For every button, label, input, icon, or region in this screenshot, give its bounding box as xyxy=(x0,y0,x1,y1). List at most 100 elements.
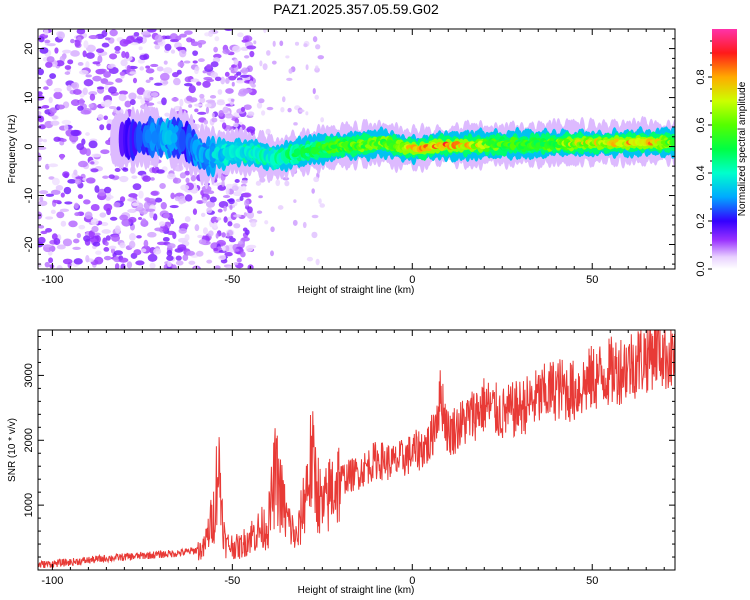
noise-speckle xyxy=(38,36,45,43)
noise-speckle xyxy=(119,196,126,203)
noise-speckle xyxy=(51,177,60,186)
noise-speckle xyxy=(133,249,142,256)
noise-speckle xyxy=(199,97,206,104)
noise-speckle xyxy=(74,212,81,217)
noise-speckle xyxy=(59,153,65,160)
noise-speckle xyxy=(113,250,123,256)
noise-speckle xyxy=(240,106,246,112)
noise-speckle xyxy=(82,50,87,58)
noise-speckle xyxy=(205,200,216,208)
noise-speckle xyxy=(237,32,244,38)
noise-speckle xyxy=(104,84,109,91)
noise-speckle xyxy=(221,255,227,260)
ridge-segment xyxy=(313,147,321,153)
noise-speckle xyxy=(70,129,81,137)
noise-speckle xyxy=(184,234,190,241)
colorbar-tick-label: 0.4 xyxy=(695,165,707,180)
noise-speckle xyxy=(198,239,207,245)
noise-speckle xyxy=(221,180,225,187)
noise-speckle xyxy=(218,200,229,209)
spectrogram-xtick-label: 0 xyxy=(409,274,415,286)
noise-speckle xyxy=(70,50,80,57)
noise-speckle xyxy=(317,55,325,60)
noise-speckle xyxy=(147,29,157,33)
noise-speckle xyxy=(229,205,233,210)
noise-speckle xyxy=(49,264,55,269)
noise-speckle xyxy=(102,175,109,179)
noise-speckle xyxy=(217,89,223,95)
noise-speckle xyxy=(279,40,284,47)
noise-speckle xyxy=(230,98,235,102)
noise-speckle xyxy=(236,257,242,263)
ridge-segment xyxy=(179,128,187,152)
noise-speckle xyxy=(124,100,132,108)
noise-speckle xyxy=(85,61,90,69)
noise-speckle xyxy=(78,224,86,230)
noise-speckle xyxy=(220,76,226,85)
noise-speckle xyxy=(211,112,215,118)
noise-speckle xyxy=(38,142,42,146)
noise-speckle xyxy=(78,98,85,107)
noise-speckle xyxy=(246,211,255,219)
noise-speckle xyxy=(143,239,149,248)
noise-speckle xyxy=(315,65,319,70)
noise-speckle xyxy=(305,64,309,71)
noise-speckle xyxy=(66,84,72,92)
noise-speckle xyxy=(48,176,55,180)
noise-speckle xyxy=(196,200,204,204)
noise-speckle xyxy=(285,55,290,59)
noise-speckle xyxy=(167,230,176,236)
noise-speckle xyxy=(109,216,118,221)
noise-speckle xyxy=(90,168,99,173)
noise-speckle xyxy=(85,52,95,59)
noise-speckle xyxy=(145,65,151,69)
noise-speckle xyxy=(131,175,138,179)
noise-speckle xyxy=(104,81,114,86)
noise-speckle xyxy=(64,71,71,75)
noise-speckle xyxy=(246,65,253,73)
noise-speckle xyxy=(54,47,59,54)
noise-speckle xyxy=(224,252,233,257)
noise-speckle xyxy=(233,214,242,218)
ridge-segment xyxy=(144,129,152,144)
noise-speckle xyxy=(59,208,70,213)
noise-speckle xyxy=(90,218,99,226)
noise-speckle xyxy=(188,260,196,265)
noise-speckle xyxy=(118,93,127,102)
noise-speckle xyxy=(223,205,227,212)
noise-speckle xyxy=(133,31,140,37)
figure-title: PAZ1.2025.357.05.59.G02 xyxy=(273,1,439,17)
noise-speckle xyxy=(177,61,185,68)
noise-speckle xyxy=(190,78,200,83)
noise-speckle xyxy=(83,40,89,49)
noise-speckle xyxy=(242,88,253,94)
noise-speckle xyxy=(208,230,214,237)
noise-speckle xyxy=(38,138,44,143)
noise-speckle xyxy=(253,40,257,45)
noise-speckle xyxy=(196,250,204,257)
noise-speckle xyxy=(145,208,156,212)
noise-speckle xyxy=(108,245,117,250)
noise-speckle xyxy=(142,175,151,182)
noise-speckle xyxy=(85,255,90,263)
noise-speckle xyxy=(161,97,167,106)
noise-speckle xyxy=(262,63,268,71)
ridge-segment xyxy=(170,132,178,144)
noise-speckle xyxy=(200,212,206,217)
noise-speckle xyxy=(196,81,202,86)
noise-speckle xyxy=(183,60,191,64)
noise-speckle xyxy=(241,185,247,192)
noise-speckle xyxy=(206,207,213,214)
noise-speckle xyxy=(224,113,234,119)
noise-speckle xyxy=(314,94,319,100)
noise-speckle xyxy=(77,105,84,111)
noise-speckle xyxy=(56,211,65,219)
noise-speckle xyxy=(179,172,187,179)
snr-xtick-label: -100 xyxy=(41,575,63,587)
noise-speckle xyxy=(225,88,234,94)
noise-speckle xyxy=(164,43,172,51)
noise-speckle xyxy=(119,214,129,221)
snr-xlabel: Height of straight line (km) xyxy=(298,585,415,596)
noise-speckle xyxy=(67,179,77,184)
noise-speckle xyxy=(177,244,187,251)
